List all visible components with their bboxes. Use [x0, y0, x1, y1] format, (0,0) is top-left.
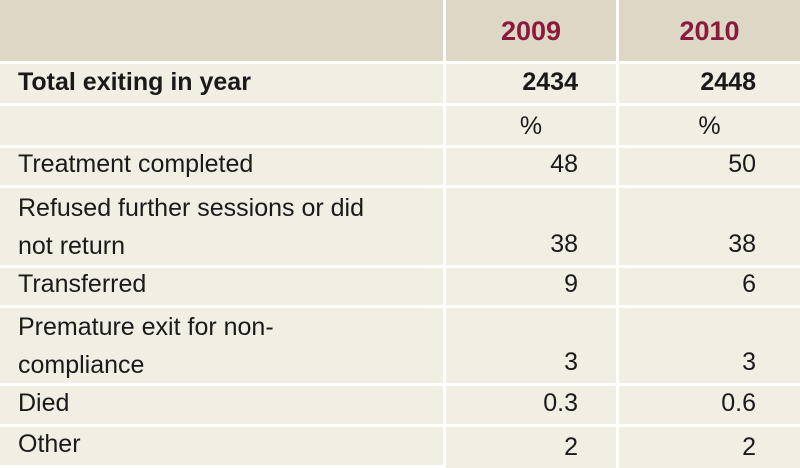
unit-label	[0, 106, 446, 148]
value-2010: 50	[619, 148, 800, 188]
table-row: Refused further sessions or did not retu…	[0, 188, 800, 268]
total-label: Total exiting in year	[0, 64, 446, 106]
value-2009: 3	[446, 308, 619, 386]
table-row: Transferred 9 6	[0, 268, 800, 308]
value-2009: 2	[446, 427, 619, 468]
total-2009: 2434	[446, 64, 619, 106]
table-row: Died 0.3 0.6	[0, 386, 800, 427]
value-2010: 38	[619, 188, 800, 268]
header-year-2009: 2009	[446, 0, 619, 64]
total-2010: 2448	[619, 64, 800, 106]
row-label: Died	[0, 386, 446, 427]
table-row-total: Total exiting in year 2434 2448	[0, 64, 800, 106]
value-2010: 6	[619, 268, 800, 308]
row-label-line: compliance	[18, 350, 145, 379]
row-label: Premature exit for non- compliance	[0, 308, 446, 386]
table-row: Other 2 2	[0, 427, 800, 468]
header-label-cell	[0, 0, 446, 64]
row-label: Other	[0, 427, 446, 468]
unit-2009: %	[446, 106, 619, 148]
row-label: Refused further sessions or did not retu…	[0, 188, 446, 268]
table-row-unit: % %	[0, 106, 800, 148]
header-year-2010: 2010	[619, 0, 800, 64]
row-label-line: Died	[18, 389, 70, 417]
value-2009: 38	[446, 188, 619, 268]
row-label-line: Refused further sessions or did	[18, 193, 365, 222]
table-header-row: 2009 2010	[0, 0, 800, 64]
row-label-line: Transferred	[18, 270, 147, 298]
row-label: Transferred	[0, 268, 446, 308]
value-2010: 2	[619, 427, 800, 468]
row-label-line: Premature exit for non-	[18, 312, 274, 341]
row-label: Treatment completed	[0, 148, 446, 188]
value-2009: 48	[446, 148, 619, 188]
value-2009: 9	[446, 268, 619, 308]
row-label-line: Other	[18, 430, 81, 458]
unit-2010: %	[619, 106, 800, 148]
value-2010: 0.6	[619, 386, 800, 427]
table-row: Premature exit for non- compliance 3 3	[0, 308, 800, 386]
row-label-line: not return	[18, 231, 126, 260]
row-label-line: Treatment completed	[18, 150, 254, 178]
table-row: Treatment completed 48 50	[0, 148, 800, 188]
value-2010: 3	[619, 308, 800, 386]
value-2009: 0.3	[446, 386, 619, 427]
